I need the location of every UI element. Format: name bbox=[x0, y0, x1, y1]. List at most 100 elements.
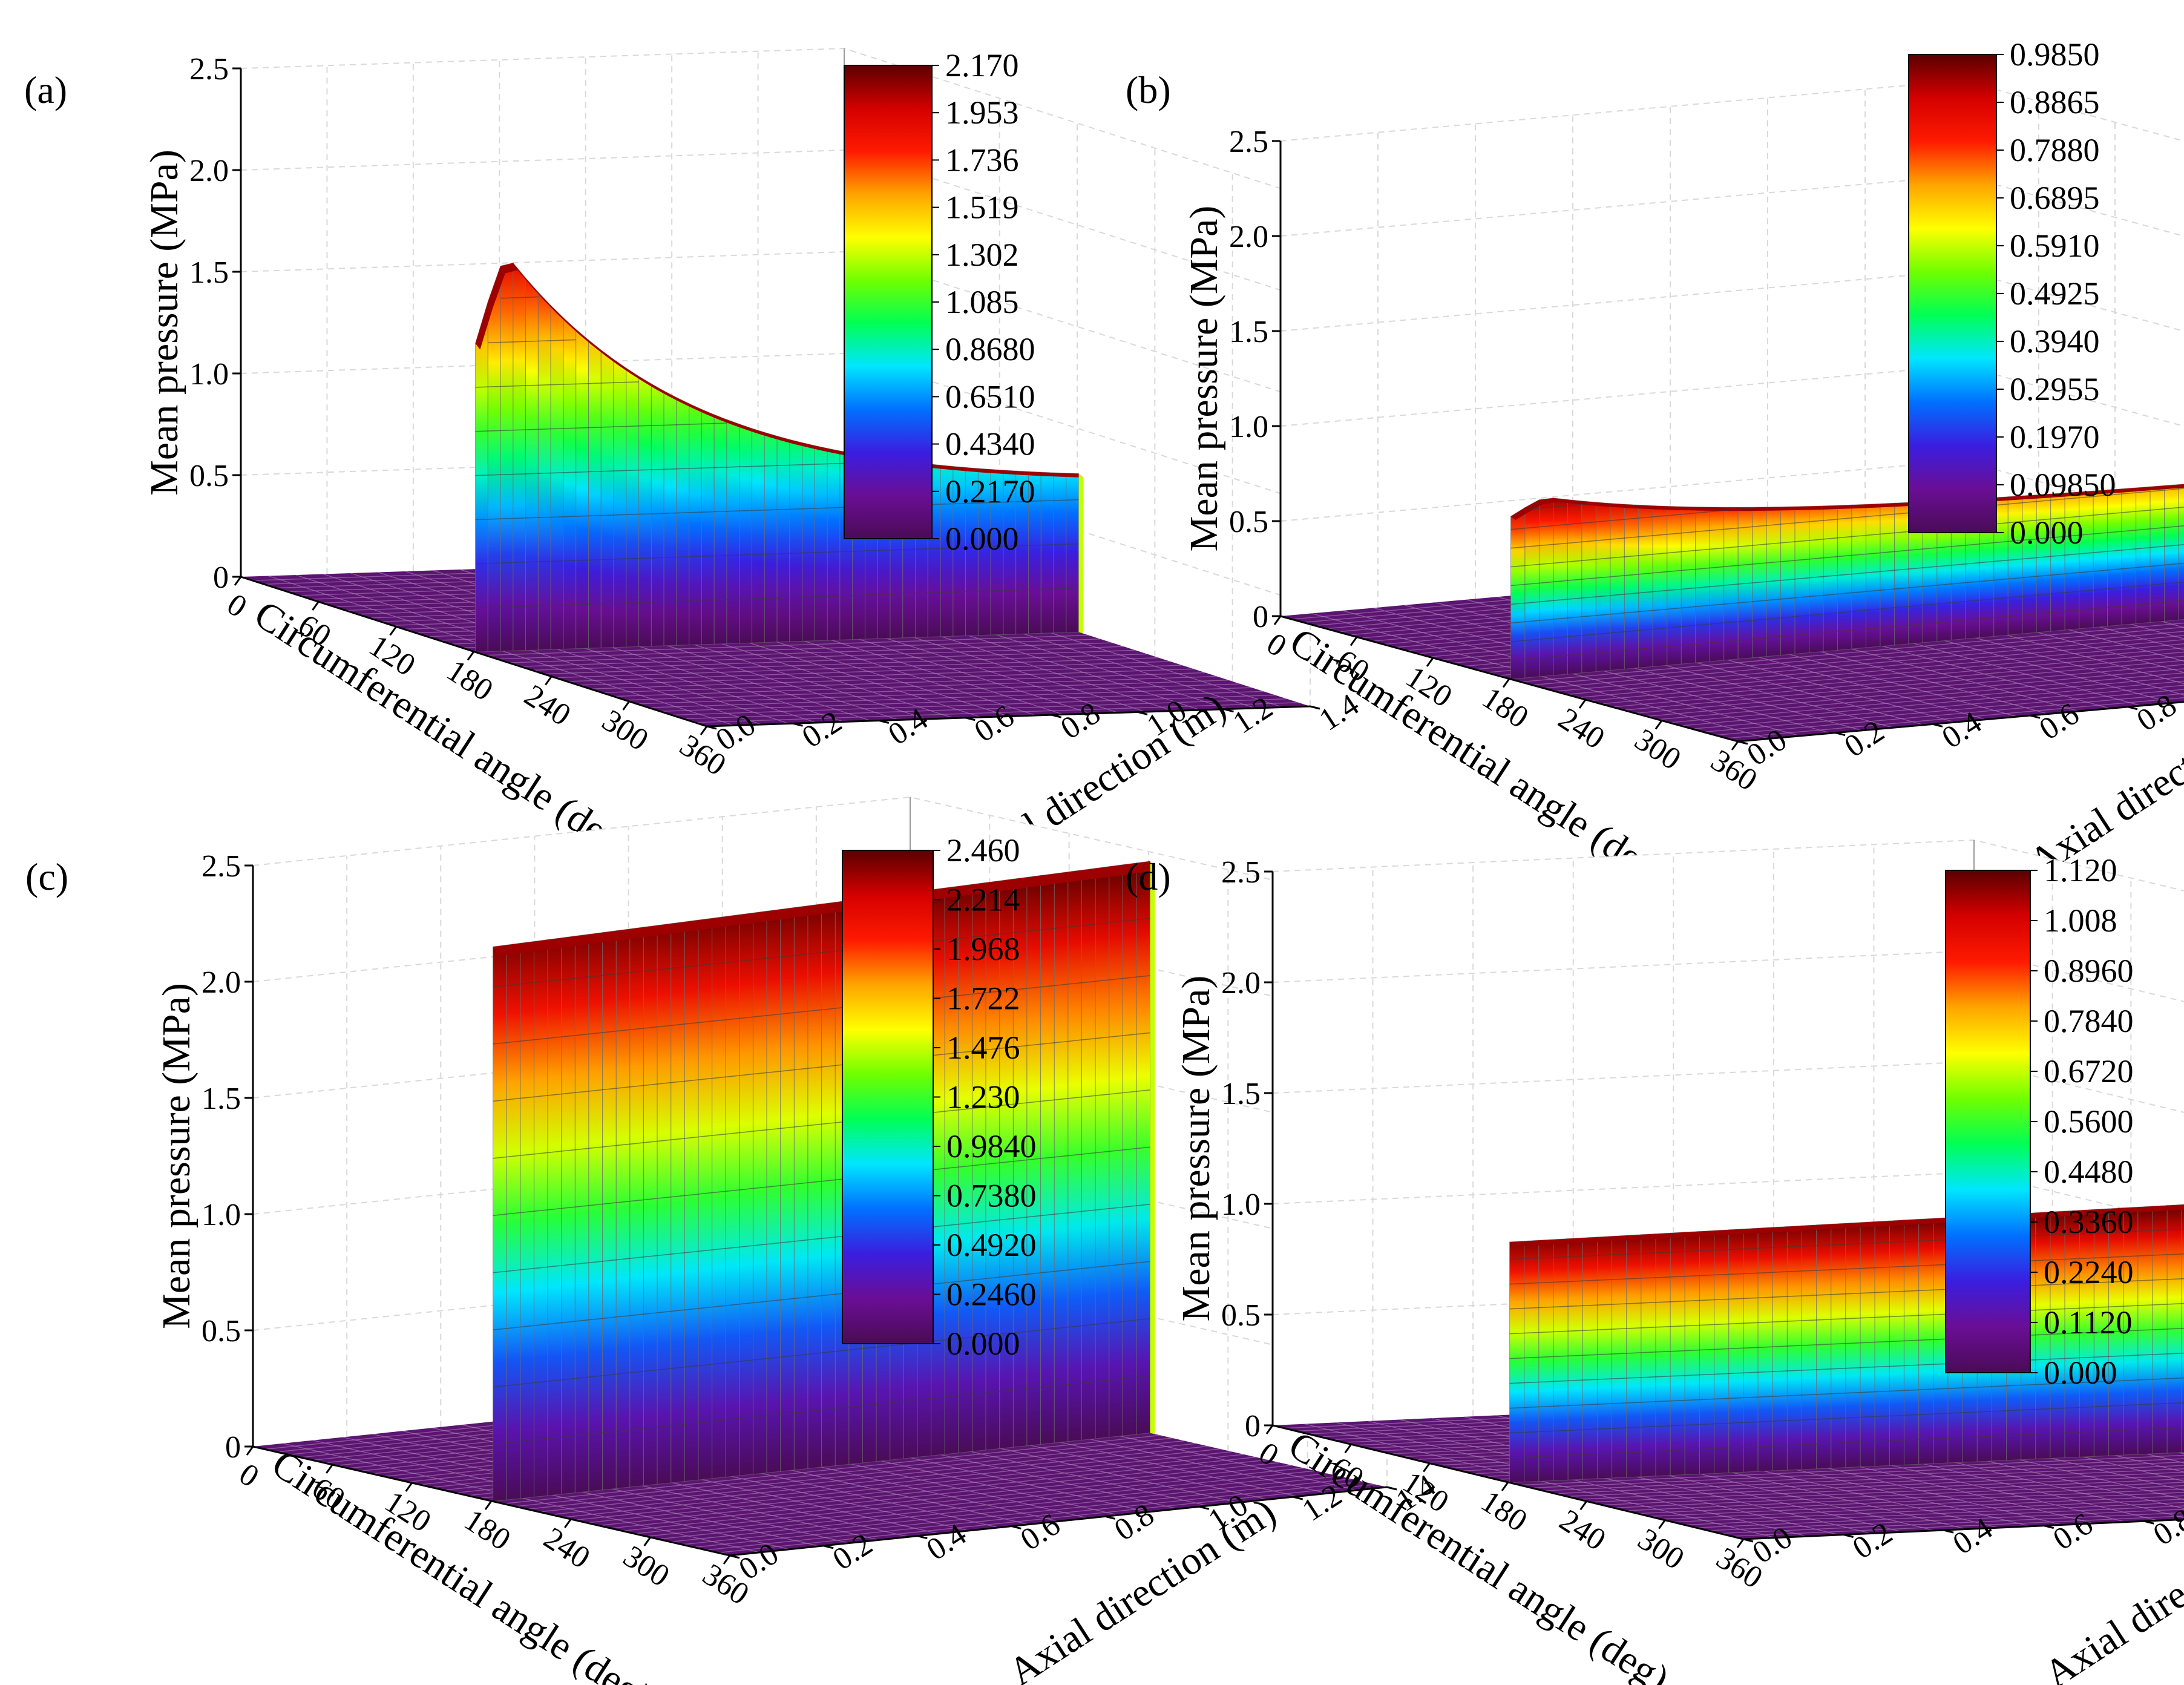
surface-strip bbox=[676, 396, 690, 646]
surface-strip bbox=[780, 907, 795, 1472]
surface-strip bbox=[814, 445, 828, 642]
surface-strip bbox=[713, 414, 727, 645]
surface-strip bbox=[615, 928, 631, 1490]
surface-strip bbox=[1889, 1220, 1905, 1467]
z-tick-label: 1.0 bbox=[202, 1198, 241, 1232]
surface-strip bbox=[493, 944, 507, 1502]
surface-strip bbox=[821, 902, 836, 1468]
z-tick-label: 2.0 bbox=[202, 965, 241, 1000]
y-tick-mark bbox=[2044, 1525, 2054, 1529]
surface-strip bbox=[1040, 873, 1055, 1445]
surface-strip bbox=[651, 383, 664, 647]
surface-strip bbox=[1865, 503, 1881, 648]
colorbar-label: 1.953 bbox=[945, 94, 1019, 131]
surface-strip bbox=[726, 419, 740, 645]
contour-line bbox=[475, 422, 727, 432]
surface-strip bbox=[1670, 1232, 1685, 1476]
surface-strip bbox=[2150, 485, 2165, 623]
left-wall bbox=[1281, 80, 1963, 616]
surface-strip bbox=[1823, 505, 1838, 652]
colorbar-label: 0.6895 bbox=[2010, 180, 2100, 216]
x-tick-mark bbox=[1731, 741, 1739, 751]
y-tick-mark bbox=[1011, 1525, 1021, 1530]
pressure-surface bbox=[1509, 1204, 2184, 1483]
z-tick-label: 1.5 bbox=[1221, 1077, 1261, 1111]
surface-strip bbox=[520, 941, 535, 1499]
x-tick-mark bbox=[643, 1537, 651, 1546]
x-tick-mark bbox=[1265, 1425, 1274, 1434]
y-axis-line bbox=[729, 1486, 1388, 1557]
colorbar: 2.170 1.953 1.736 1.519 1.302 1.085 0.8680 0.65… bbox=[844, 47, 1035, 557]
back-wall bbox=[1963, 80, 2184, 617]
surface-strip bbox=[550, 304, 564, 650]
x-tick-label: 180 bbox=[1476, 680, 1534, 735]
surface-strip bbox=[1054, 871, 1069, 1444]
surface-strip bbox=[663, 390, 677, 646]
colorbar-label: 1.519 bbox=[945, 189, 1019, 226]
x-tick-mark bbox=[484, 1500, 493, 1510]
gridline-z bbox=[252, 912, 1388, 1023]
colorbar-label: 0.000 bbox=[2044, 1355, 2117, 1391]
colorbar-label: 0.5600 bbox=[2044, 1103, 2134, 1140]
surface-strip bbox=[1894, 502, 1909, 646]
surface-strip bbox=[1681, 506, 1696, 665]
surface-strip bbox=[1723, 507, 1739, 661]
surface-strip bbox=[1801, 1224, 1817, 1470]
contour-line bbox=[1509, 1377, 2184, 1409]
surface-strip bbox=[1582, 1237, 1598, 1480]
surface-strip bbox=[574, 934, 589, 1494]
contour-line bbox=[488, 339, 576, 344]
contour-line bbox=[475, 499, 1079, 521]
contour-line bbox=[1509, 1228, 2184, 1260]
surface-strip bbox=[533, 939, 548, 1498]
x-tick-label: 300 bbox=[596, 703, 654, 758]
z-tick-label: 2.0 bbox=[1229, 220, 1268, 254]
contour-line bbox=[493, 1089, 1150, 1159]
surface-strip bbox=[1809, 505, 1824, 653]
y-axis-line bbox=[1737, 701, 2184, 743]
contour-line bbox=[1509, 1302, 2184, 1335]
surface-strip bbox=[638, 375, 652, 647]
surface-strip bbox=[776, 435, 790, 643]
surface-strip bbox=[1772, 1226, 1788, 1471]
pressure-surface bbox=[475, 261, 1084, 652]
z-tick-label: 1.0 bbox=[1221, 1187, 1261, 1222]
colorbar-label: 0.5910 bbox=[2010, 228, 2100, 264]
surface-strip bbox=[1567, 1237, 1583, 1480]
z-axis-title: Mean pressure (MPa) bbox=[154, 983, 198, 1329]
surface-strip bbox=[475, 301, 488, 652]
surface-strip bbox=[1538, 498, 1554, 677]
colorbar-label: 1.302 bbox=[945, 237, 1019, 273]
surface-strip bbox=[2064, 491, 2080, 631]
surface-strip bbox=[1757, 1227, 1773, 1472]
colorbar-label: 0.4925 bbox=[2010, 275, 2100, 312]
colorbar-label: 2.170 bbox=[945, 47, 1019, 84]
x-tick-mark bbox=[389, 626, 397, 636]
x-tick-mark bbox=[246, 1446, 254, 1456]
contour-line bbox=[493, 1032, 1150, 1102]
x-tick-mark bbox=[723, 1555, 731, 1565]
x-tick-mark bbox=[700, 726, 708, 735]
surface-strip bbox=[2079, 490, 2094, 629]
z-tick-label: 2.0 bbox=[1221, 966, 1261, 1000]
z-axis-title: Mean pressure (MPa) bbox=[142, 149, 186, 496]
z-tick-label: 1.5 bbox=[189, 255, 229, 290]
contour-line bbox=[1509, 1278, 2184, 1310]
surface-strip bbox=[802, 442, 815, 642]
surface-strip bbox=[1624, 504, 1639, 670]
surface-strip bbox=[1641, 1233, 1656, 1477]
x-tick-mark bbox=[405, 1482, 413, 1492]
y-tick-mark bbox=[1310, 705, 1320, 710]
contour-line bbox=[475, 381, 639, 388]
contour-line bbox=[1510, 581, 2184, 643]
colorbar-label: 1.736 bbox=[945, 142, 1019, 178]
x-tick-mark bbox=[564, 1519, 572, 1528]
surface-strip bbox=[1786, 1225, 1803, 1471]
surface-strip bbox=[766, 908, 781, 1474]
contour-line bbox=[1524, 502, 1596, 510]
surface-strip bbox=[2050, 492, 2065, 632]
x-tick-mark bbox=[622, 700, 630, 711]
x-tick-label: 180 bbox=[1475, 1484, 1533, 1539]
colorbar-label: 1.120 bbox=[2044, 852, 2117, 888]
